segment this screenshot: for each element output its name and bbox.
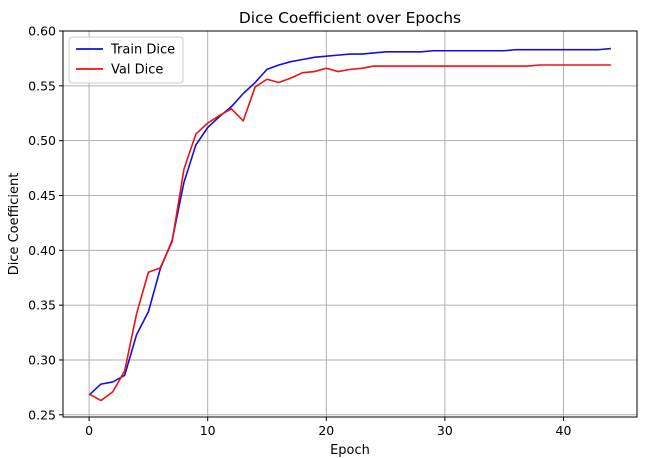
series-lines — [88, 47, 611, 402]
y-tick-label: 0.35 — [28, 298, 56, 313]
plot-frame — [62, 30, 638, 418]
x-axis-label: Epoch — [330, 443, 370, 458]
y-tick-label: 0.60 — [28, 24, 56, 39]
series-line-1 — [88, 64, 611, 402]
y-tick-label: 0.50 — [28, 133, 56, 148]
y-tick-label: 0.45 — [28, 188, 56, 203]
x-tick-label: 40 — [556, 423, 572, 438]
x-tick-label: 20 — [318, 423, 334, 438]
series-line-0 — [88, 47, 611, 396]
chart-title: Dice Coefficient over Epochs — [239, 9, 461, 27]
y-tick-label: 0.25 — [28, 407, 56, 422]
legend: Train Dice Val Dice — [68, 36, 184, 84]
legend-label: Val Dice — [111, 63, 163, 78]
x-tick-label: 10 — [200, 423, 216, 438]
legend-label: Train Dice — [110, 43, 175, 58]
y-tick-label: 0.30 — [28, 352, 56, 367]
grid-lines — [63, 30, 637, 417]
y-tick-label: 0.40 — [28, 243, 56, 258]
x-tick-label: 30 — [437, 423, 453, 438]
y-axis-label: Dice Coefficient — [7, 173, 22, 276]
x-tick-label: 0 — [85, 423, 93, 438]
axis-ticks: 0 10 20 30 40 0.25 0.30 0.35 0.40 0.45 0.50 0.55 0.6… — [28, 24, 571, 439]
y-tick-label: 0.55 — [28, 78, 56, 93]
